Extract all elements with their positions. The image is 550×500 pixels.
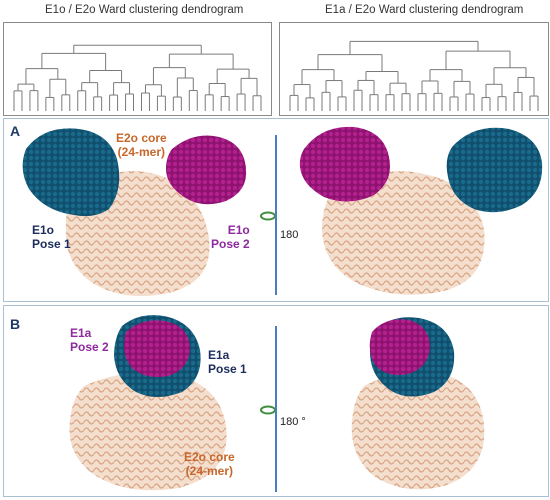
- e2o-core-right-b: [351, 371, 485, 490]
- rotation-axis-b: [275, 326, 277, 492]
- rotation-arrow-icon-a: [260, 211, 276, 221]
- rotation-label-a: 180: [280, 229, 299, 241]
- e1o-pose2-left: [166, 135, 247, 205]
- dendrogram-title-e1a: E1a / E2o Ward clustering dendrogram: [325, 4, 524, 16]
- e2o-core-right: [322, 171, 485, 295]
- dendrogram-e1a-tree: [289, 40, 539, 111]
- panel-a: A E2o core (24-mer) E1o Pose 1 E1o Pose …: [3, 118, 549, 302]
- label-e2o-core-a: E2o core (24-mer): [116, 131, 167, 159]
- panel-a-letter: A: [10, 123, 21, 139]
- rotation-axis-a: [275, 135, 277, 295]
- label-e1o-pose2: E1o Pose 2: [211, 223, 250, 251]
- e1o-pose1-right: [446, 127, 543, 213]
- rotation-arrow-icon-b: [260, 405, 276, 415]
- e1o-pose1-left: [22, 128, 120, 217]
- label-e1o-pose1: E1o Pose 1: [32, 223, 71, 251]
- dendrogram-title-e1o: E1o / E2o Ward clustering dendrogram: [45, 4, 244, 16]
- e1a-pose2-right: [369, 319, 430, 375]
- panel-b-structures: [69, 315, 485, 491]
- label-e1a-pose1: E1a Pose 1: [208, 348, 247, 376]
- panel-b-letter: B: [10, 316, 21, 332]
- dendrogram-e1o: [3, 22, 272, 116]
- panel-a-structures: [22, 126, 543, 297]
- dendrogram-e1a: [279, 22, 549, 116]
- e1a-pose2-left: [124, 320, 190, 377]
- dendrogram-e1o-tree: [13, 44, 262, 111]
- rotation-label-b: 180 °: [280, 416, 306, 428]
- panel-b: B E1a Pose 2 E1a Pose 1 180 ° E2o core (…: [3, 305, 549, 497]
- label-e2o-core-b: E2o core (24-mer): [184, 450, 235, 478]
- e2o-core-left-b: [69, 372, 227, 491]
- e1o-pose2-right: [299, 126, 390, 202]
- label-e1a-pose2: E1a Pose 2: [70, 326, 109, 354]
